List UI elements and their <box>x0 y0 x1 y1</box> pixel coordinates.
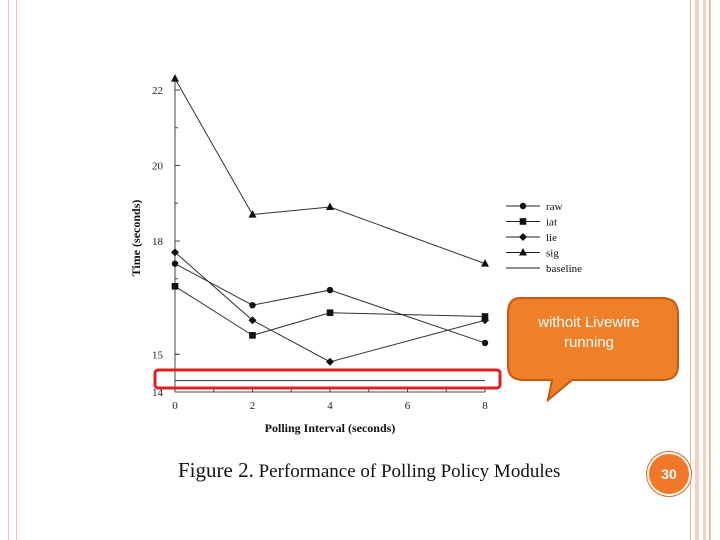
x-tick-label: 8 <box>482 400 488 412</box>
caption-lead: Figure 2. <box>178 458 254 482</box>
point-marker-square <box>519 218 527 225</box>
page-number-badge: 30 <box>647 452 691 496</box>
point-marker-circle <box>326 286 334 294</box>
legend-label: sig <box>546 248 559 260</box>
caption-text: Performance of Polling Policy Modules <box>253 461 561 482</box>
x-tick-label: 4 <box>327 400 333 412</box>
x-axis-title: Polling Interval (seconds) <box>265 421 396 435</box>
point-marker-triangle <box>248 210 257 218</box>
series-line-sig <box>174 78 486 265</box>
point-marker-circle <box>171 260 179 267</box>
point-marker-triangle <box>519 248 527 256</box>
legend-label: iat <box>546 217 557 229</box>
series-line-lie <box>174 251 486 363</box>
point-marker-circle <box>481 339 489 347</box>
point-marker-diamond <box>171 248 179 257</box>
legend-label: baseline <box>546 263 582 275</box>
x-tick-label: 0 <box>172 400 178 412</box>
point-marker-triangle <box>171 74 179 82</box>
chart-series <box>171 74 489 382</box>
point-marker-diamond <box>248 316 257 325</box>
left-border-decoration <box>8 0 17 540</box>
y-axis-title: Time (seconds) <box>129 200 143 277</box>
callout-bubble <box>507 297 679 403</box>
point-marker-diamond <box>481 316 489 325</box>
callout-text: withoit Livewire running <box>538 314 640 351</box>
legend-label: raw <box>546 201 563 213</box>
point-marker-diamond <box>326 357 334 366</box>
series-line-raw <box>174 263 486 344</box>
y-tick-label: 14 <box>152 387 164 399</box>
x-tick-label: 2 <box>250 400 256 412</box>
point-marker-triangle <box>326 202 334 211</box>
chart-axes <box>174 78 485 393</box>
point-marker-circle <box>519 202 527 210</box>
point-marker-circle <box>249 301 256 309</box>
legend-label: lie <box>546 232 557 244</box>
x-tick-label: 6 <box>405 400 411 412</box>
point-marker-triangle <box>481 259 489 267</box>
point-marker-square <box>249 332 256 339</box>
series-line-iat <box>174 285 486 336</box>
chart-ticks: 0 2 4 6 8 14 15 18 20 22 <box>152 85 488 412</box>
chart-legend: raw iat lie sig baseline <box>506 201 582 275</box>
y-tick-label: 22 <box>152 85 163 97</box>
y-tick-label: 18 <box>152 236 164 248</box>
figure-caption: Figure 2. Performance of Polling Policy … <box>178 458 560 483</box>
point-marker-square <box>171 283 179 290</box>
right-border-decoration <box>695 0 699 540</box>
point-marker-square <box>326 309 334 317</box>
point-marker-diamond <box>519 233 527 241</box>
y-tick-label: 20 <box>152 161 164 173</box>
right-border-decoration <box>690 0 691 540</box>
baseline-highlight-box <box>153 368 502 390</box>
right-border-decoration <box>703 0 706 540</box>
right-border-decoration <box>709 0 711 540</box>
y-tick-label: 15 <box>152 349 164 361</box>
